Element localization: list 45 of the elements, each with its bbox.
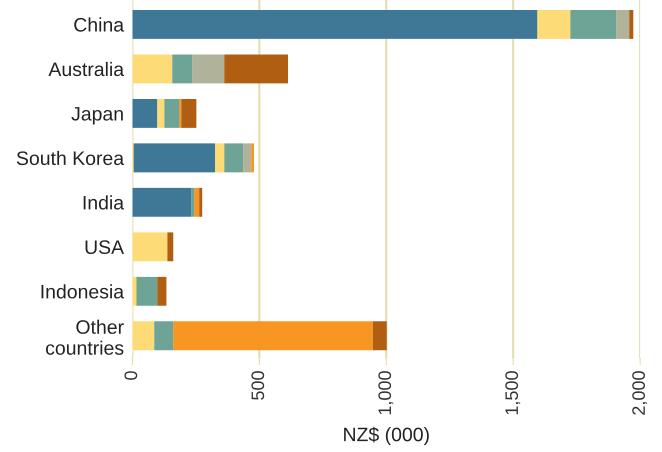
bar [132,10,538,39]
x-tick-label: 500 [251,371,264,400]
bar [136,276,158,306]
bar [192,54,224,84]
y-tick-label: Indonesia [42,284,124,299]
x-axis-title: NZ$ (000) [344,426,429,446]
bar [194,188,200,217]
y-tick-label: Other countries [46,320,124,355]
x-tick-label: 1,500 [505,371,520,414]
y-tick-label: China [74,17,124,32]
bar [251,143,254,172]
x-tick-label: 1,000 [378,371,394,414]
bar [199,188,202,217]
bar [157,276,166,306]
bar [191,188,194,217]
bar [132,98,158,128]
y-tick-label: India [84,195,124,210]
bar [132,321,154,350]
bar [164,98,180,128]
bar [616,10,630,39]
bar [132,54,172,84]
bar [154,321,174,350]
bar [132,188,192,217]
bar [172,54,192,84]
bar [181,98,196,128]
bar [215,143,224,172]
x-tick-label: 2,000 [632,371,648,415]
bar [132,232,168,262]
bar [157,98,164,128]
bar [570,10,616,39]
bar [243,143,252,172]
y-tick-label: South Korea [16,150,124,166]
bar [132,276,136,306]
y-tick-label: USA [86,240,124,254]
bar [372,321,387,350]
bar [224,143,244,172]
bar [173,321,373,350]
y-tick-label: Japan [71,107,123,124]
bar [167,232,174,262]
bar [134,143,216,172]
bar [537,10,570,39]
bar [629,10,634,39]
bar [224,54,288,84]
y-tick-label: Australia [48,62,124,76]
x-tick-label: 0 [124,371,138,380]
